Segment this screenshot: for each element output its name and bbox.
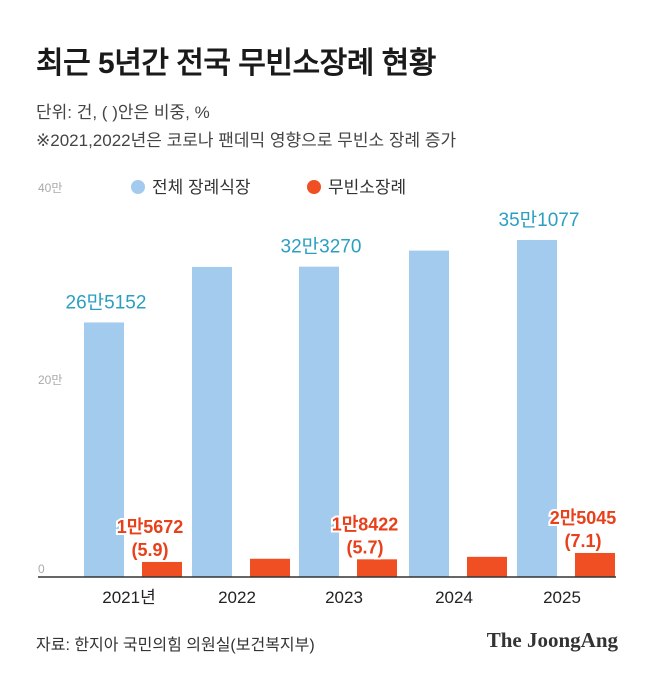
bar-nomortuary-1 xyxy=(250,558,290,577)
legend-marker-1 xyxy=(307,180,321,194)
y-tick-label-2: 40만 xyxy=(38,181,62,195)
legend-label-1: 무빈소장례 xyxy=(328,178,406,197)
data-label-total-0: 26만5152 xyxy=(66,291,147,313)
x-tick-label-1: 2022 xyxy=(218,588,256,607)
bar-nomortuary-2 xyxy=(357,559,397,577)
bar-nomortuary-3 xyxy=(467,556,507,577)
x-tick-label-0: 2021년 xyxy=(102,588,155,607)
source-note: 자료: 한지아 국민의힘 의원실(보건복지부) xyxy=(36,637,315,654)
x-tick-label-2: 2023 xyxy=(325,588,363,607)
y-tick-label-0: 0 xyxy=(38,562,45,576)
bar-nomortuary-0 xyxy=(142,561,182,577)
legend-marker-0 xyxy=(131,180,145,194)
bar-total-4 xyxy=(517,239,557,578)
x-tick-label-4: 2025 xyxy=(543,588,581,607)
bar-total-3 xyxy=(409,250,449,577)
data-label-total-2: 32만3270 xyxy=(281,236,362,258)
brand-logo: The JoongAng xyxy=(486,628,618,652)
data-label-nomortuary-4: 2만5045 xyxy=(550,508,617,528)
bar-total-2 xyxy=(299,266,339,577)
unit-note: 단위: 건, ( )안은 비중, % xyxy=(36,103,210,122)
legend-label-0: 전체 장례식장 xyxy=(152,178,251,197)
covid-note: ※2021,2022년은 코로나 팬데믹 영향으로 무빈소 장례 증가 xyxy=(36,131,457,150)
x-tick-label-3: 2024 xyxy=(435,588,473,607)
data-sublabel-nomortuary-4: (7.1) xyxy=(564,531,601,551)
data-label-nomortuary-0: 1만5672 xyxy=(117,517,184,537)
data-label-total-4: 35만1077 xyxy=(499,209,580,231)
y-tick-label-1: 20만 xyxy=(38,373,62,387)
data-sublabel-nomortuary-2: (5.7) xyxy=(346,537,383,557)
bar-nomortuary-4 xyxy=(575,552,615,577)
chart-title: 최근 5년간 전국 무빈소장례 현황 xyxy=(36,47,436,80)
data-label-nomortuary-2: 1만8422 xyxy=(332,514,399,534)
bar-total-0 xyxy=(84,322,124,577)
data-sublabel-nomortuary-0: (5.9) xyxy=(131,540,168,560)
bar-total-1 xyxy=(192,266,232,577)
